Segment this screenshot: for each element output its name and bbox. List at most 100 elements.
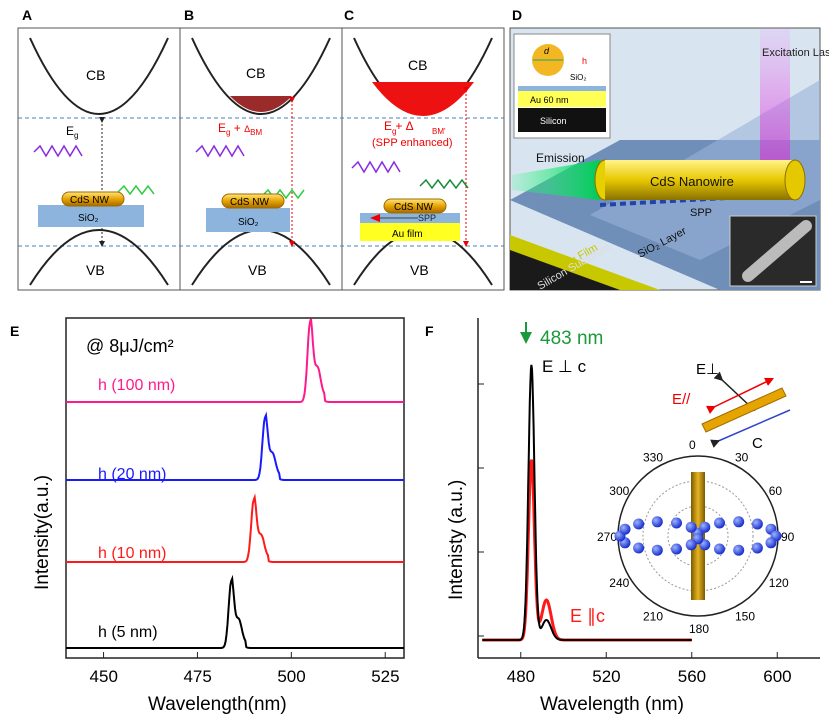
polar-data-point [714, 543, 725, 555]
vb-label: VB [410, 262, 429, 278]
sio2-substrate [38, 205, 144, 227]
nanowire-label: CdS Nanowire [650, 174, 734, 189]
emission-wave [261, 188, 305, 200]
polar-ring [642, 480, 754, 592]
legend-10nm: h (10 nm) [98, 545, 166, 562]
inset-au [518, 91, 606, 107]
perp-label: E ⊥ c [542, 357, 587, 376]
x-tick-label: 475 [183, 667, 211, 686]
annotation: @ 8μJ/cm² [86, 336, 174, 356]
gap-label: Eg [66, 124, 78, 140]
vb-label: VB [86, 262, 105, 278]
panel-a: CB VB Eg SiO₂ CdS NW [29, 37, 169, 286]
polar-angle-label: 240 [609, 576, 629, 590]
polar-angle-label: 210 [643, 610, 663, 624]
series-line [66, 493, 404, 563]
inset-silicon [518, 108, 606, 132]
cds-nanowire [605, 160, 795, 200]
nanowire-label: CdS NW [230, 197, 269, 208]
panel-label-c: C [344, 7, 354, 23]
filled-states [230, 96, 292, 112]
c-axis-arrow [710, 409, 791, 448]
polar-angle-label: 120 [769, 576, 789, 590]
peak-arrow-icon [520, 332, 532, 344]
polar-data-point [651, 544, 663, 556]
polar-data-point [765, 537, 777, 549]
polar-angle-label: 60 [769, 484, 783, 498]
gap-label: Eg + ΔBM [218, 121, 263, 137]
polar-data-point [733, 544, 745, 556]
spp-label: SPP [690, 207, 712, 219]
e-perp-label: E⊥ [696, 361, 719, 378]
nanowire-label: CdS NW [394, 202, 433, 213]
x-tick-label: 525 [371, 667, 399, 686]
excitation-wave [351, 160, 401, 174]
chart-e: @ 8μJ/cm² 450 475 500 525 Wavelength(nm) In… [32, 317, 405, 715]
polar-data-point [633, 518, 645, 530]
inset-au-label: Au 60 nm [530, 95, 569, 105]
nanowire [383, 198, 447, 214]
peak-label: 483 nm [540, 328, 603, 349]
e-par-label: E// [672, 391, 691, 408]
x-tick-label: 500 [277, 667, 305, 686]
polar-data-point [751, 518, 763, 530]
nanowire-rod [701, 387, 787, 433]
polar-angle-label: 0 [689, 438, 696, 452]
laser-label: Excitation Laser [762, 47, 829, 59]
polar-plot: 0 30 60 90 120 150 180 210 240 270 300 330 [597, 438, 795, 636]
panel-d: CdS Nanowire Emission Excitation Laser S… [509, 27, 829, 293]
x-axis-label: Wavelength (nm) [540, 694, 684, 715]
c-label: C [752, 435, 763, 452]
panel-label-b: B [184, 7, 194, 23]
nanowire-label: CdS NW [70, 195, 109, 206]
x-tick-label: 600 [763, 667, 791, 686]
sem-nanowire [742, 220, 812, 282]
height-label: h [582, 56, 587, 66]
panel-label-d: D [512, 7, 522, 23]
gap-label: E + Δ [384, 119, 414, 133]
excitation-wave [33, 144, 83, 158]
polar-data-point [651, 516, 663, 528]
series-line [66, 574, 404, 649]
x-tick-label: 520 [592, 667, 620, 686]
polar-data-point [699, 521, 711, 533]
cb-label: CB [86, 67, 105, 83]
panel-b: CB VB Eg + ΔBM SiO₂ CdS NW [191, 37, 331, 286]
x-tick-label: 560 [678, 667, 706, 686]
polar-data-point [685, 521, 697, 533]
nanowire [221, 193, 285, 209]
emission-wave [117, 184, 155, 196]
spp-enhanced-label: (SPP enhanced) [372, 137, 453, 149]
cb-curve [191, 37, 331, 115]
inset-sio2-label: SiO₂ [570, 73, 586, 82]
series-line [482, 364, 692, 641]
polar-data-point [671, 517, 682, 529]
nanowire-end [784, 159, 806, 201]
x-tick-label: 480 [507, 667, 535, 686]
chart-f: 480 520 560 600 Wavelength (nm) Intenisty (… [446, 318, 820, 715]
cb-curve [29, 37, 169, 115]
gap-sub: g [392, 127, 396, 136]
spp-arrow-icon [370, 214, 380, 222]
excitation-laser-beam [760, 28, 790, 168]
polar-data-point [685, 539, 697, 551]
nanowire [61, 191, 125, 207]
filled-states [372, 82, 474, 116]
y-axis-label: Intenisty (a.u.) [446, 480, 467, 600]
au-film [360, 223, 460, 241]
emission-beam [512, 160, 600, 200]
x-axis: 450 475 500 525 [90, 652, 400, 686]
au-film-label: Au film [392, 229, 423, 240]
cb-label: CB [408, 57, 427, 73]
polar-data-point [751, 542, 763, 554]
polar-angle-label: 150 [735, 610, 755, 624]
inset-silicon-label: Silicon [540, 116, 567, 126]
inset-sio2 [518, 86, 606, 91]
panel-label-f: F [425, 323, 434, 339]
silicon-substrate [510, 250, 620, 290]
series-group [66, 318, 404, 649]
polar-angle-label: 30 [735, 450, 749, 464]
emission-wave [419, 178, 469, 190]
emission-label: Emission [536, 151, 585, 165]
polar-angle-label: 300 [609, 484, 629, 498]
